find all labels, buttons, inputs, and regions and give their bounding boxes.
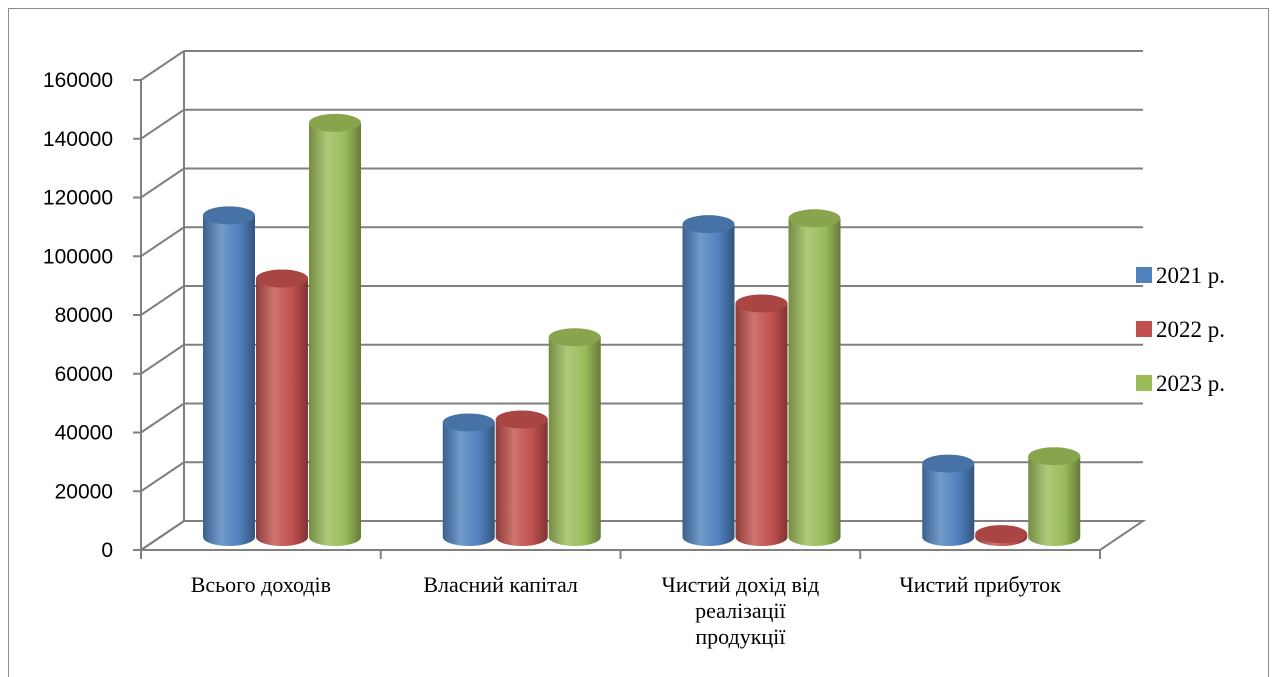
y-tick-label: 140000 (43, 128, 113, 151)
y-tick-label: 20000 (55, 480, 113, 503)
y-tick-label: 80000 (55, 304, 113, 327)
bar-body (203, 215, 255, 546)
legend-swatch (1136, 321, 1152, 337)
bar-body (682, 224, 735, 546)
bar (975, 525, 1028, 546)
category-labels: Всього доходів Власний капітал Чистий дохі… (191, 572, 1061, 649)
bar-top (442, 413, 495, 432)
y-axis-ticks: 0 20000 40000 60000 80000 100000 120000 140000 1… (43, 69, 113, 562)
bar-top (975, 525, 1028, 544)
legend-label: 2022 р. (1156, 317, 1225, 342)
bar (922, 454, 975, 546)
y-tick-label: 0 (101, 539, 113, 562)
bar (442, 413, 495, 546)
category-label-line: Чистий прибуток (899, 572, 1061, 597)
legend-label: 2021 р. (1156, 263, 1225, 288)
bar (495, 410, 548, 546)
category-label-line: Власний капітал (423, 572, 578, 597)
gridline-side (140, 167, 185, 199)
bar-body (548, 337, 601, 546)
bar-body (788, 218, 841, 546)
bar-body (495, 419, 548, 546)
category-label: Власний капітал (423, 572, 578, 597)
bar-top (682, 215, 735, 234)
bar-top (495, 410, 548, 429)
bar (309, 113, 361, 546)
gridline-side (140, 461, 185, 493)
x-axis (133, 79, 1101, 559)
bar-body (309, 122, 361, 546)
gridline-side (140, 402, 185, 434)
bar (203, 206, 255, 546)
gridline-side (140, 226, 185, 258)
category-label-line: реалізації (695, 598, 786, 623)
y-tick-label: 120000 (43, 187, 113, 210)
legend-swatch (1136, 375, 1152, 391)
category-label-line: Чистий дохід від (662, 572, 820, 597)
gridline-side (140, 520, 185, 551)
category-label: Чистий прибуток (899, 572, 1061, 597)
bar-top (735, 294, 788, 313)
category-label: Чистий дохід від реалізації продукції (662, 572, 820, 649)
legend-label: 2023 р. (1156, 371, 1225, 396)
y-tick-label: 100000 (43, 245, 113, 268)
bar-body (735, 303, 788, 546)
y-tick-label: 40000 (55, 422, 113, 445)
gridline-side (140, 343, 185, 375)
category-label-line: продукції (695, 624, 786, 649)
legend-swatch (1136, 267, 1152, 283)
legend-item: 2021 р. (1136, 263, 1225, 288)
bar-top (922, 454, 975, 473)
y-tick-label: 160000 (43, 69, 113, 92)
category-label: Всього доходів (191, 572, 331, 597)
bar (788, 209, 841, 546)
bar-top (548, 328, 601, 347)
gridline-side (140, 108, 185, 140)
gridline-side (140, 50, 185, 81)
bar (548, 328, 601, 546)
bar-body (922, 463, 975, 546)
bar-top (1028, 447, 1081, 466)
bar-top (788, 209, 841, 228)
legend: 2021 р. 2022 р. 2023 р. (1136, 263, 1225, 396)
gridline-side (140, 285, 185, 316)
legend-item: 2023 р. (1136, 371, 1225, 396)
bar (735, 294, 788, 546)
bar (1028, 447, 1081, 546)
y-tick-label: 60000 (55, 363, 113, 386)
category-label-line: Всього доходів (191, 572, 331, 597)
bar-top (309, 113, 361, 132)
bar-body (1028, 456, 1081, 546)
bar-top (203, 206, 255, 225)
legend-item: 2022 р. (1136, 317, 1225, 342)
bar-top (256, 269, 308, 288)
bar-body (256, 278, 308, 546)
bar (256, 269, 308, 546)
bar (682, 215, 735, 546)
chart-frame (8, 8, 1269, 677)
bar-body (442, 422, 495, 546)
bars (203, 113, 1081, 546)
